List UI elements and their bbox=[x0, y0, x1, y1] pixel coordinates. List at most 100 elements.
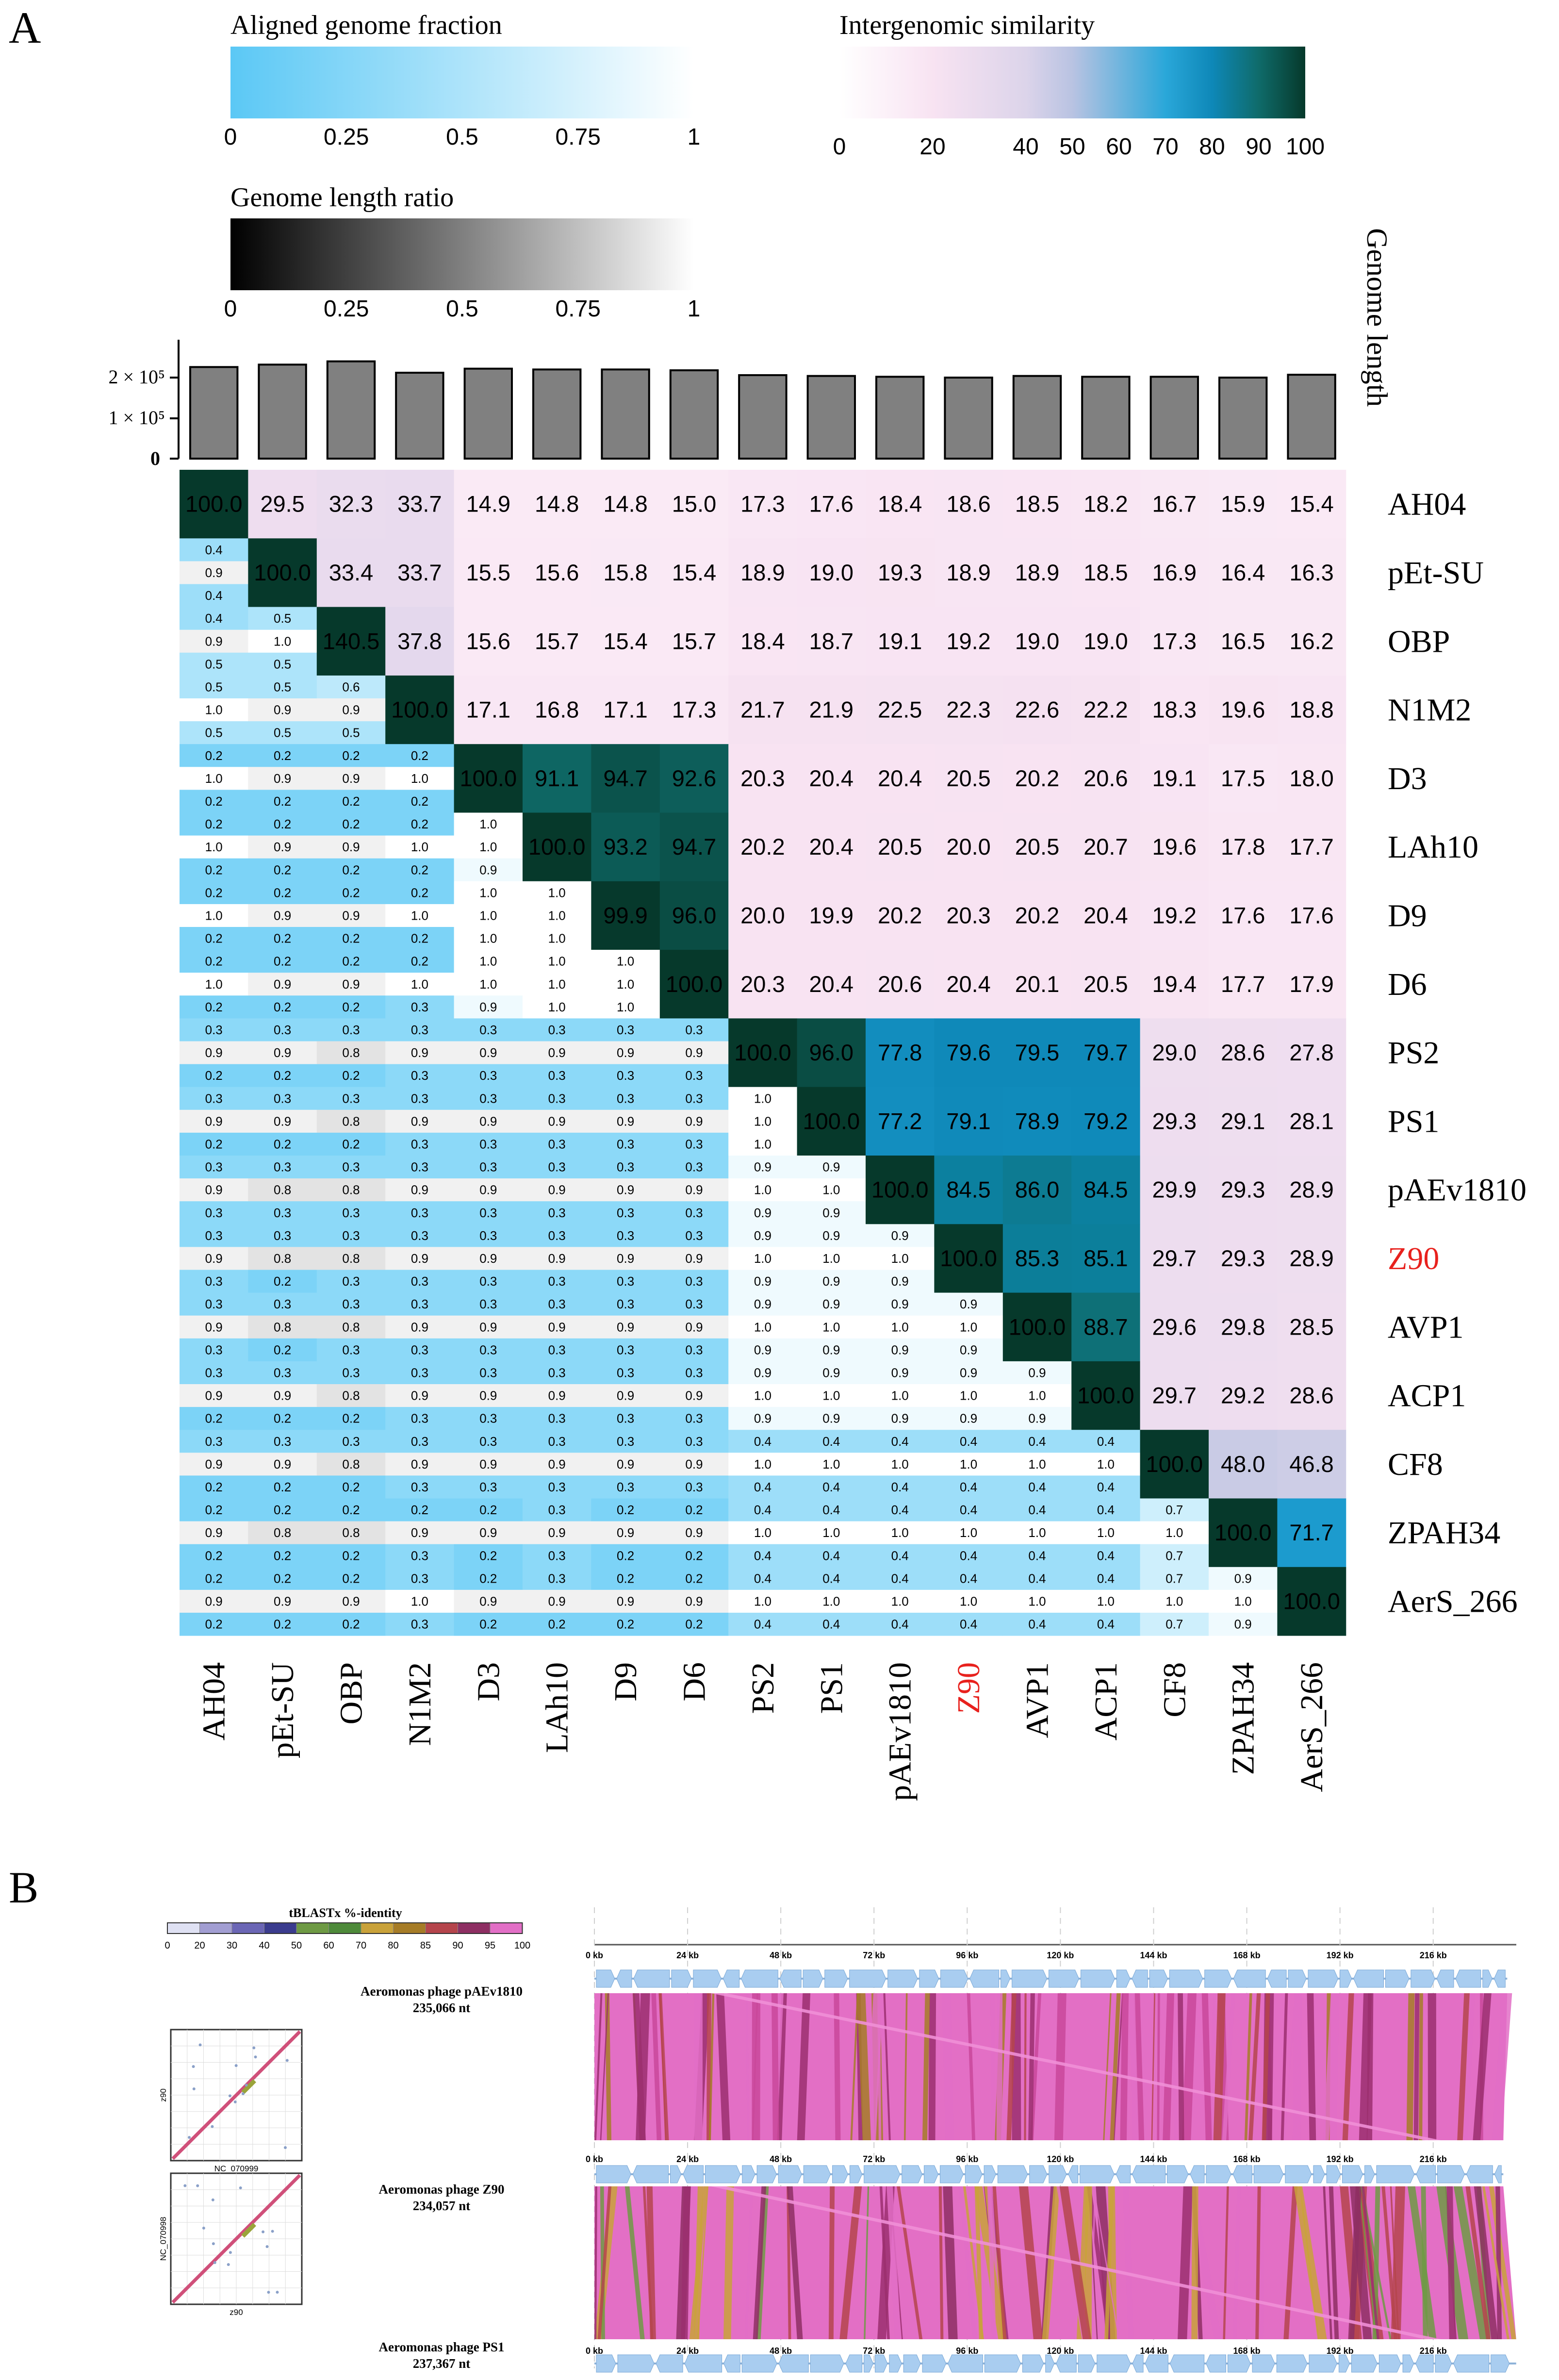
similarity-cell bbox=[866, 1156, 935, 1224]
dotplot-point bbox=[212, 2242, 215, 2246]
similarity-value: 16.9 bbox=[1152, 560, 1197, 585]
lower-subcell bbox=[316, 1132, 386, 1156]
lower-subcell bbox=[728, 1132, 798, 1156]
legend-aligned-fraction-ticks: 0 0.25 0.5 0.75 1 bbox=[224, 124, 701, 150]
gene-arrow bbox=[656, 2354, 683, 2373]
similarity-cell bbox=[1002, 538, 1072, 608]
lower-subcell bbox=[797, 1613, 866, 1636]
lower-subcell bbox=[248, 1589, 317, 1613]
similarity-value: 17.3 bbox=[1152, 628, 1197, 654]
similarity-value: 18.5 bbox=[1083, 560, 1128, 585]
synteny-band bbox=[1453, 2186, 1489, 2339]
lower-subcell-value: 0.3 bbox=[617, 1297, 634, 1311]
lower-subcell-value: 0.2 bbox=[274, 748, 291, 763]
similarity-cell bbox=[316, 538, 386, 608]
similarity-value: 79.1 bbox=[946, 1108, 990, 1134]
similarity-cell bbox=[659, 812, 729, 882]
lower-subcell-value: 0.9 bbox=[342, 977, 360, 992]
lower-subcell bbox=[180, 1109, 248, 1133]
similarity-cell bbox=[1002, 470, 1072, 539]
similarity-value: 46.8 bbox=[1289, 1451, 1333, 1477]
genome-length-bar bbox=[1149, 376, 1199, 460]
similarity-cell bbox=[1002, 1087, 1072, 1156]
gene-arrow bbox=[969, 1969, 1000, 1988]
similarity-cell bbox=[1277, 1018, 1346, 1088]
similarity-value: 29.1 bbox=[1221, 1108, 1265, 1134]
lower-subcell-value: 0.9 bbox=[274, 771, 291, 786]
lower-subcell bbox=[659, 1270, 729, 1293]
gene-arrow bbox=[922, 2354, 947, 2373]
lower-subcell-value: 0.9 bbox=[822, 1274, 840, 1289]
similarity-value: 19.9 bbox=[809, 902, 853, 928]
lower-subcell bbox=[1002, 1613, 1072, 1636]
similarity-cell bbox=[1277, 1498, 1346, 1568]
lower-subcell-value: 1.0 bbox=[822, 1457, 840, 1471]
lower-subcell-value: 0.3 bbox=[411, 1411, 428, 1426]
similarity-cell bbox=[1277, 1430, 1346, 1499]
similarity-value: 100.0 bbox=[734, 1040, 791, 1065]
map-axis-tick: 24 kb bbox=[676, 2346, 699, 2356]
lower-subcell bbox=[248, 1567, 317, 1590]
tblastx-swatch bbox=[328, 1922, 361, 1934]
gene-arrow bbox=[887, 1969, 918, 1988]
synteny-band bbox=[693, 2186, 704, 2339]
gene-arrow bbox=[1167, 2165, 1189, 2183]
dotplot-point bbox=[202, 2227, 205, 2230]
lower-subcell bbox=[591, 1589, 660, 1613]
genome-length-bar bbox=[532, 368, 582, 460]
lower-subcell bbox=[316, 1613, 386, 1636]
lower-subcell-value: 0.9 bbox=[617, 1114, 634, 1128]
similarity-cell bbox=[591, 675, 660, 744]
lower-subcell bbox=[454, 927, 523, 950]
lower-subcell bbox=[180, 858, 248, 882]
lower-subcell-value: 0.8 bbox=[274, 1251, 291, 1266]
lower-subcell-value: 1.0 bbox=[754, 1114, 771, 1128]
dotplot-segment bbox=[241, 2079, 256, 2094]
similarity-value: 17.6 bbox=[1289, 902, 1333, 928]
similarity-value: 79.6 bbox=[946, 1040, 990, 1065]
genome-length-label: Genome length bbox=[1361, 228, 1393, 407]
lower-subcell-value: 0.9 bbox=[822, 1228, 840, 1243]
similarity-cell bbox=[934, 1156, 1003, 1224]
genome-length-bar bbox=[806, 375, 856, 460]
tblastx-swatch bbox=[296, 1922, 329, 1934]
synteny-band bbox=[1182, 1993, 1197, 2140]
similarity-value: 19.0 bbox=[809, 560, 853, 585]
dotplot-point bbox=[211, 2198, 214, 2201]
lower-subcell-value: 0.3 bbox=[548, 1228, 566, 1243]
lower-subcell-value: 0.2 bbox=[342, 1480, 360, 1494]
lower-subcell bbox=[591, 1132, 660, 1156]
similarity-value: 100.0 bbox=[666, 971, 723, 997]
legend-tick-label: 1 bbox=[688, 124, 701, 150]
gene-arrow bbox=[1116, 2165, 1131, 2183]
lower-subcell bbox=[316, 835, 386, 859]
lower-subcell bbox=[523, 1475, 591, 1499]
lower-subcell-value: 1.0 bbox=[411, 977, 428, 992]
similarity-value: 19.4 bbox=[1152, 971, 1197, 997]
lower-subcell bbox=[728, 1315, 798, 1339]
lower-subcell bbox=[728, 1247, 798, 1270]
lower-subcell bbox=[180, 1521, 248, 1545]
gene-arrow bbox=[722, 1969, 740, 1988]
lower-subcell bbox=[797, 1475, 866, 1499]
gene-arrow bbox=[1411, 1969, 1435, 1988]
similarity-cell bbox=[1140, 1018, 1209, 1088]
lower-subcell bbox=[316, 950, 386, 973]
similarity-cell bbox=[454, 744, 523, 813]
similarity-cell bbox=[1002, 607, 1072, 676]
legend-length-ratio-title: Genome length ratio bbox=[230, 182, 454, 213]
lower-subcell-value: 0.9 bbox=[685, 1388, 703, 1403]
lower-subcell-value: 0.9 bbox=[548, 1251, 566, 1266]
genome-length-bar bbox=[669, 369, 719, 460]
lower-subcell-value: 0.9 bbox=[685, 1114, 703, 1128]
lower-subcell-value: 0.2 bbox=[411, 862, 428, 877]
similarity-cell bbox=[866, 470, 935, 539]
lower-subcell-value: 0.2 bbox=[342, 954, 360, 969]
lower-subcell-value: 1.0 bbox=[891, 1457, 909, 1471]
similarity-value: 20.5 bbox=[1015, 834, 1059, 859]
lower-subcell-value: 1.0 bbox=[754, 1457, 771, 1471]
gene-arrow bbox=[779, 1969, 802, 1988]
lower-subcell-value: 0.2 bbox=[205, 794, 223, 809]
similarity-cell bbox=[1277, 1087, 1346, 1156]
lower-subcell bbox=[180, 1224, 248, 1247]
